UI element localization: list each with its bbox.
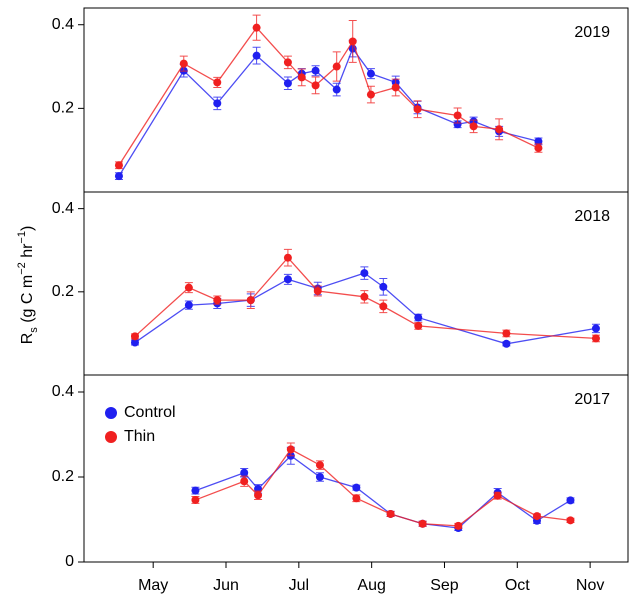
data-point: [352, 483, 361, 492]
data-point: [184, 283, 193, 292]
data-point: [566, 516, 575, 525]
x-tick-label: Aug: [357, 577, 385, 594]
legend-label: Control: [124, 404, 176, 421]
y-tick-label: 0.2: [52, 100, 74, 117]
label-part: hr: [19, 243, 36, 262]
panel-title: 2018: [574, 208, 610, 225]
data-point: [252, 23, 261, 32]
label-part: ): [19, 226, 36, 231]
x-tick-label: Nov: [576, 577, 604, 594]
data-point: [534, 144, 543, 153]
data-point: [495, 125, 504, 134]
data-point: [311, 81, 320, 90]
data-point: [313, 286, 322, 295]
data-point: [418, 519, 427, 528]
series-line: [134, 272, 597, 345]
data-point: [534, 137, 543, 146]
label-part: (g C m: [19, 275, 36, 327]
label-part: −2: [16, 262, 28, 275]
data-point: [254, 491, 263, 500]
data-point: [246, 296, 255, 305]
data-point: [414, 321, 423, 330]
data-point: [315, 473, 324, 481]
data-point: [352, 494, 361, 503]
y-tick-label: 0.4: [52, 200, 74, 217]
data-point: [283, 79, 292, 88]
x-tick-label: Jul: [289, 577, 309, 594]
data-point: [179, 59, 188, 68]
data-point: [469, 122, 478, 131]
y-axis-label: Rs (g C m−2 hr−1): [16, 226, 40, 345]
data-point: [366, 90, 375, 99]
data-point: [502, 339, 511, 348]
label-part: s: [28, 327, 40, 333]
data-point: [591, 324, 600, 333]
data-point: [366, 69, 375, 78]
data-point: [453, 111, 462, 120]
y-tick-label: 0.4: [52, 383, 74, 400]
data-point: [591, 334, 600, 343]
legend-label: Thin: [124, 428, 155, 445]
data-point: [360, 292, 369, 301]
data-point: [184, 301, 193, 310]
data-point: [191, 495, 200, 504]
data-point: [332, 85, 341, 94]
data-point: [286, 445, 295, 454]
y-tick-label: 0.4: [52, 16, 74, 33]
y-tick-label: 0.2: [52, 283, 74, 300]
x-tick-label: Oct: [505, 577, 530, 594]
data-point: [283, 275, 292, 284]
data-point: [213, 296, 222, 305]
data-point: [502, 329, 511, 338]
data-point: [348, 37, 357, 46]
panel-title: 2019: [574, 24, 610, 41]
plot-frame: [83, 374, 629, 563]
panel-title: 2017: [574, 391, 610, 408]
x-tick-label: Jun: [213, 577, 239, 594]
data-point: [283, 58, 292, 67]
data-point: [453, 120, 462, 129]
label-part: R: [19, 333, 36, 345]
data-point: [213, 99, 222, 108]
data-point: [360, 269, 369, 278]
data-point: [252, 51, 261, 60]
series-line: [195, 448, 571, 527]
data-point: [130, 338, 139, 347]
data-point: [566, 496, 575, 505]
data-point: [283, 253, 292, 262]
data-point: [379, 282, 388, 291]
data-point: [213, 78, 222, 87]
data-point: [114, 172, 123, 181]
data-point: [130, 332, 139, 341]
legend-marker: [105, 407, 117, 419]
data-point: [332, 62, 341, 71]
plot-frame: [83, 191, 629, 376]
legend-marker: [105, 431, 117, 443]
data-point: [386, 509, 395, 518]
y-tick-label: 0.2: [52, 468, 74, 485]
data-point: [532, 512, 541, 521]
data-point: [297, 73, 306, 82]
data-point: [391, 83, 400, 92]
data-point: [191, 486, 200, 495]
series-line: [118, 26, 539, 166]
data-point: [379, 302, 388, 311]
series-line: [195, 454, 571, 529]
series-line: [118, 47, 539, 177]
data-point: [240, 468, 249, 477]
y-tick-label: 0: [65, 553, 74, 570]
data-point: [311, 66, 320, 75]
data-point: [114, 161, 123, 170]
label-part: −1: [16, 231, 28, 244]
data-point: [414, 313, 423, 322]
data-point: [493, 491, 502, 500]
x-tick-label: Sep: [430, 577, 459, 594]
x-tick-label: May: [138, 577, 168, 594]
data-point: [240, 477, 249, 486]
data-point: [315, 461, 324, 470]
data-point: [454, 521, 463, 530]
data-point: [413, 105, 422, 114]
